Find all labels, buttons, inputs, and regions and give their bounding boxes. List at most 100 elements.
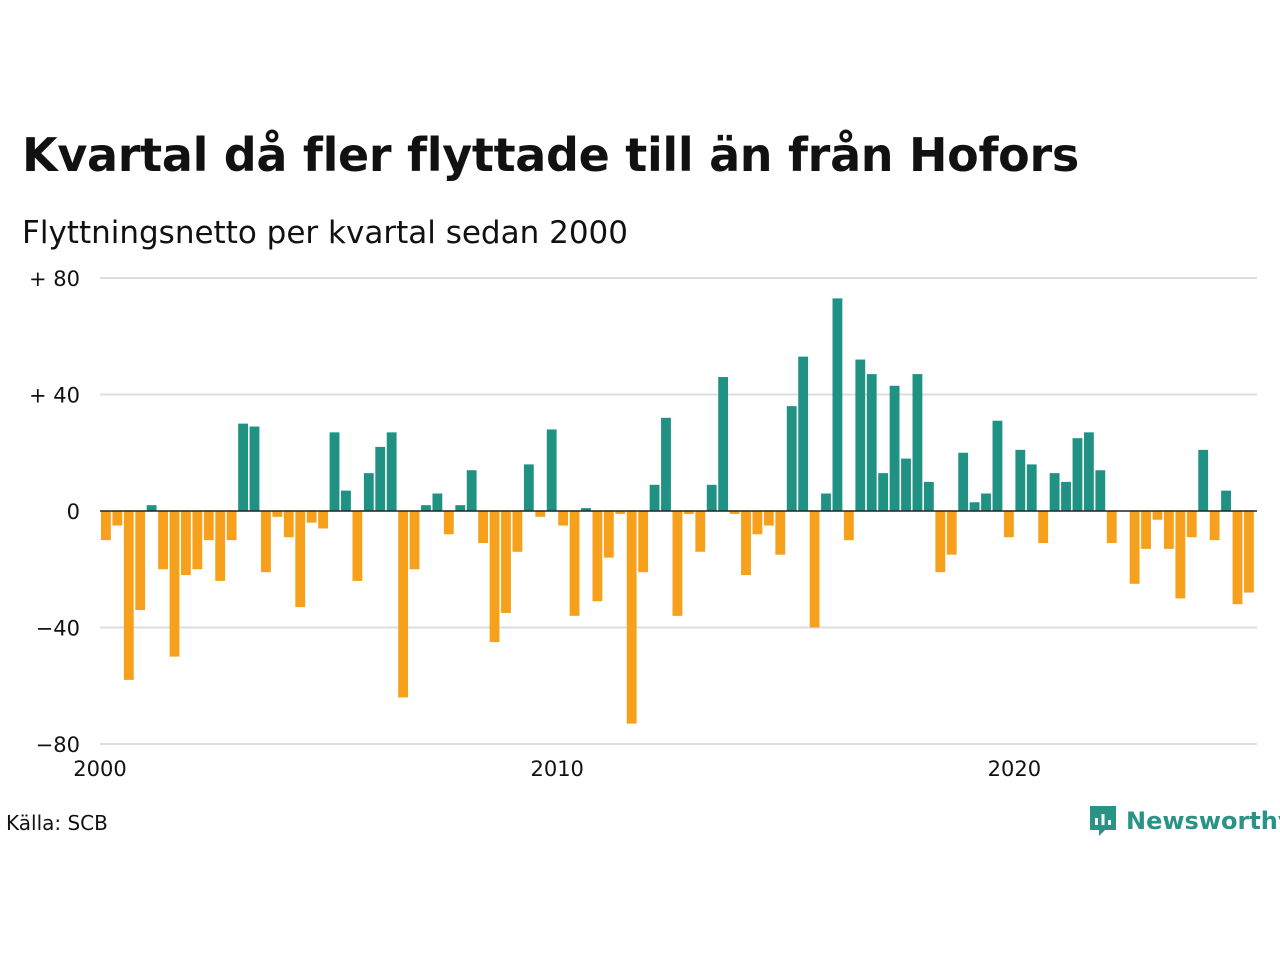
bar — [935, 511, 946, 573]
bar — [683, 511, 694, 514]
y-axis-ticks: + 80 + 40 0 −40 −80 — [29, 267, 80, 757]
bar — [752, 511, 763, 535]
bar — [1061, 481, 1071, 512]
bar — [203, 511, 214, 541]
source-note: Källa: SCB — [6, 811, 108, 835]
bar — [1083, 432, 1094, 511]
bar — [638, 511, 649, 573]
bar — [718, 377, 729, 511]
bar — [466, 470, 477, 511]
logo-text: Newsworthy — [1126, 807, 1280, 835]
bar — [1072, 438, 1083, 511]
x-axis-ticks: 2000 2010 2020 — [73, 757, 1041, 781]
bar — [523, 464, 534, 511]
bar — [158, 511, 168, 570]
bar — [592, 511, 603, 602]
bar — [512, 511, 523, 552]
bar — [832, 298, 843, 511]
bar — [169, 511, 180, 657]
bar — [912, 374, 923, 511]
bar — [1003, 511, 1014, 538]
x-tick-label: 2010 — [530, 757, 583, 781]
bar — [192, 511, 203, 570]
bar — [261, 511, 271, 573]
bar — [455, 505, 466, 511]
x-tick-label: 2000 — [73, 757, 126, 781]
bars — [100, 298, 1257, 724]
y-tick-label: + 40 — [29, 384, 80, 408]
bar — [249, 426, 260, 511]
bar — [432, 493, 443, 511]
bar — [901, 458, 911, 511]
bar — [283, 511, 294, 538]
bar — [181, 511, 191, 576]
bar — [981, 493, 991, 511]
bar — [386, 432, 397, 511]
bar — [866, 374, 877, 511]
bar — [695, 511, 706, 552]
bar — [878, 473, 889, 511]
grid-lines — [100, 277, 1257, 745]
bar — [569, 511, 580, 616]
bar — [798, 356, 809, 511]
bar — [341, 490, 351, 511]
bar — [672, 511, 683, 616]
bar — [101, 511, 111, 541]
chart-subtitle: Flyttningsnetto per kvartal sedan 2000 — [22, 215, 628, 251]
bar — [112, 511, 123, 526]
bar — [626, 511, 637, 724]
bar — [363, 473, 374, 511]
bar — [306, 511, 317, 523]
bar — [729, 511, 740, 514]
newsworthy-logo-icon — [1090, 806, 1116, 836]
bar — [1232, 511, 1243, 605]
bar — [581, 508, 591, 511]
bar — [489, 511, 500, 643]
bar — [821, 493, 831, 511]
bar — [923, 481, 934, 512]
bar — [135, 511, 146, 611]
bar — [226, 511, 237, 541]
bar — [1129, 511, 1140, 584]
bar — [238, 423, 248, 512]
bar — [1026, 464, 1037, 511]
bar — [661, 417, 671, 511]
y-tick-label: 0 — [67, 500, 80, 524]
bar — [775, 511, 786, 555]
bar — [649, 484, 660, 511]
bar — [329, 432, 340, 511]
bar — [809, 511, 820, 628]
bar — [1186, 511, 1197, 538]
bar — [295, 511, 306, 608]
bar — [398, 511, 409, 698]
bar — [615, 511, 626, 514]
bar — [443, 511, 454, 535]
y-tick-label: −40 — [36, 617, 80, 641]
bar — [146, 505, 157, 511]
bar — [1163, 511, 1174, 549]
bar — [1175, 511, 1186, 599]
bar — [352, 511, 363, 581]
bar — [603, 511, 614, 558]
bar — [1244, 511, 1254, 593]
bar — [478, 511, 489, 544]
bar — [123, 511, 134, 680]
bar — [1015, 449, 1026, 511]
bar — [889, 385, 900, 511]
bar — [546, 429, 557, 511]
bar — [1152, 511, 1163, 520]
bar — [375, 446, 386, 511]
bar — [763, 511, 774, 526]
bar — [272, 511, 283, 517]
bar — [1221, 490, 1231, 511]
bar — [1038, 511, 1049, 544]
newsworthy-logo: Newsworthy — [1088, 804, 1280, 838]
bar — [786, 406, 797, 511]
bar — [535, 511, 546, 517]
bar — [969, 502, 980, 511]
bar — [421, 505, 431, 511]
bar — [501, 511, 511, 613]
bar — [992, 420, 1003, 511]
chart-title: Kvartal då fler flyttade till än från Ho… — [22, 128, 1079, 182]
